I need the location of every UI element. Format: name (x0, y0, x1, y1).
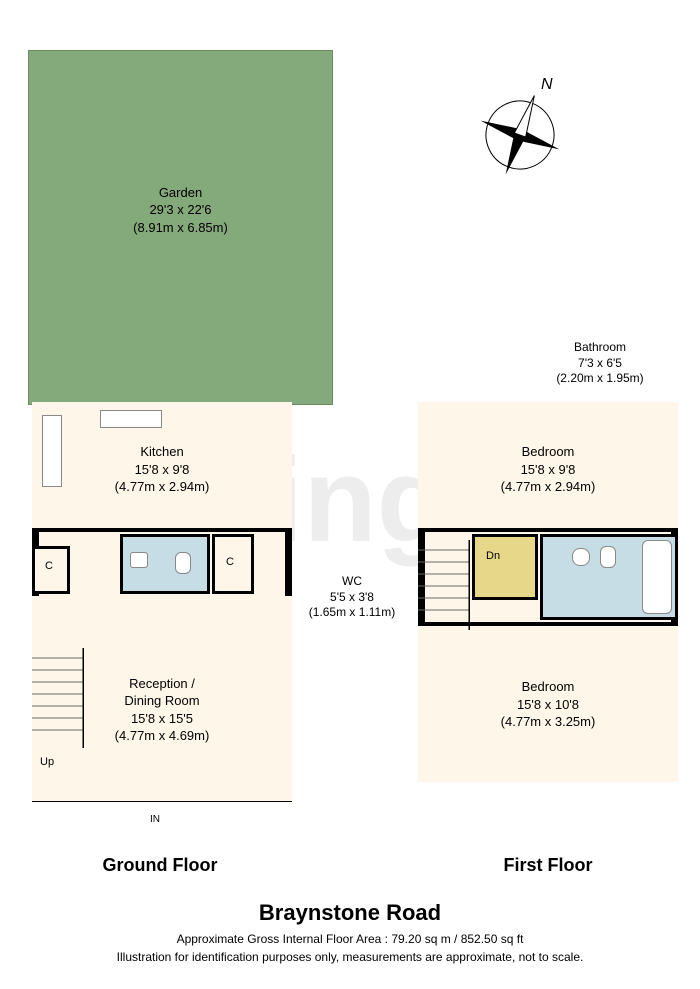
room-name: Bedroom (458, 678, 638, 696)
floorplan: Kings Garden 29'3 x 22'6 (8.91m x 6.85m)… (0, 0, 700, 989)
bedroom1-label: Bedroom 15'8 x 9'8 (4.77m x 2.94m) (458, 443, 638, 496)
in-label: IN (150, 814, 160, 825)
closet-label: C (45, 560, 53, 572)
room-imp: 7'3 x 6'5 (530, 356, 670, 372)
footer-area: Approximate Gross Internal Floor Area : … (0, 932, 700, 946)
room-name: Bathroom (530, 340, 670, 356)
room-met: (2.20m x 1.95m) (530, 371, 670, 387)
closet-label: C (226, 556, 234, 568)
stairs-ground (32, 648, 84, 748)
room-imp: 29'3 x 22'6 (91, 201, 271, 219)
reception-label: Reception / Dining Room 15'8 x 15'5 (4.7… (72, 675, 252, 745)
room-name: Reception / Dining Room (72, 675, 252, 710)
landing-area (472, 534, 538, 600)
stairs-first (418, 540, 470, 630)
bath-toilet (600, 546, 616, 568)
footer-note: Illustration for identification purposes… (0, 950, 700, 964)
room-imp: 5'5 x 3'8 (282, 590, 422, 606)
garden-label: Garden 29'3 x 22'6 (8.91m x 6.85m) (91, 184, 271, 237)
dn-label: Dn (486, 550, 500, 562)
wc-basin (130, 552, 148, 568)
kitchen-counter (42, 415, 62, 487)
kitchen-label: Kitchen 15'8 x 9'8 (4.77m x 2.94m) (72, 443, 252, 496)
room-imp: 15'8 x 15'5 (72, 710, 252, 728)
room-met: (1.65m x 1.11m) (282, 605, 422, 621)
room-met: (4.77m x 4.69m) (72, 727, 252, 745)
room-imp: 15'8 x 9'8 (458, 461, 638, 479)
room-name: Garden (91, 184, 271, 202)
room-name: Bedroom (458, 443, 638, 461)
up-label: Up (40, 756, 54, 768)
bath-basin (572, 548, 590, 566)
room-name: Kitchen (72, 443, 252, 461)
kitchen-sink (100, 410, 162, 428)
plan-title: Braynstone Road (0, 900, 700, 926)
bath-tub (642, 540, 672, 614)
compass-icon: N (465, 75, 575, 185)
room-met: (8.91m x 6.85m) (91, 219, 271, 237)
first-floor-label: First Floor (504, 855, 593, 876)
room-imp: 15'8 x 10'8 (458, 696, 638, 714)
ground-floor-label: Ground Floor (103, 855, 218, 876)
room-met: (4.77m x 2.94m) (72, 478, 252, 496)
wc-toilet (175, 552, 191, 574)
wc-label: WC 5'5 x 3'8 (1.65m x 1.11m) (282, 574, 422, 621)
bathroom-label: Bathroom 7'3 x 6'5 (2.20m x 1.95m) (530, 340, 670, 387)
room-imp: 15'8 x 9'8 (72, 461, 252, 479)
room-name: WC (282, 574, 422, 590)
room-met: (4.77m x 2.94m) (458, 478, 638, 496)
compass-n: N (541, 76, 553, 93)
bedroom2-label: Bedroom 15'8 x 10'8 (4.77m x 3.25m) (458, 678, 638, 731)
room-met: (4.77m x 3.25m) (458, 713, 638, 731)
